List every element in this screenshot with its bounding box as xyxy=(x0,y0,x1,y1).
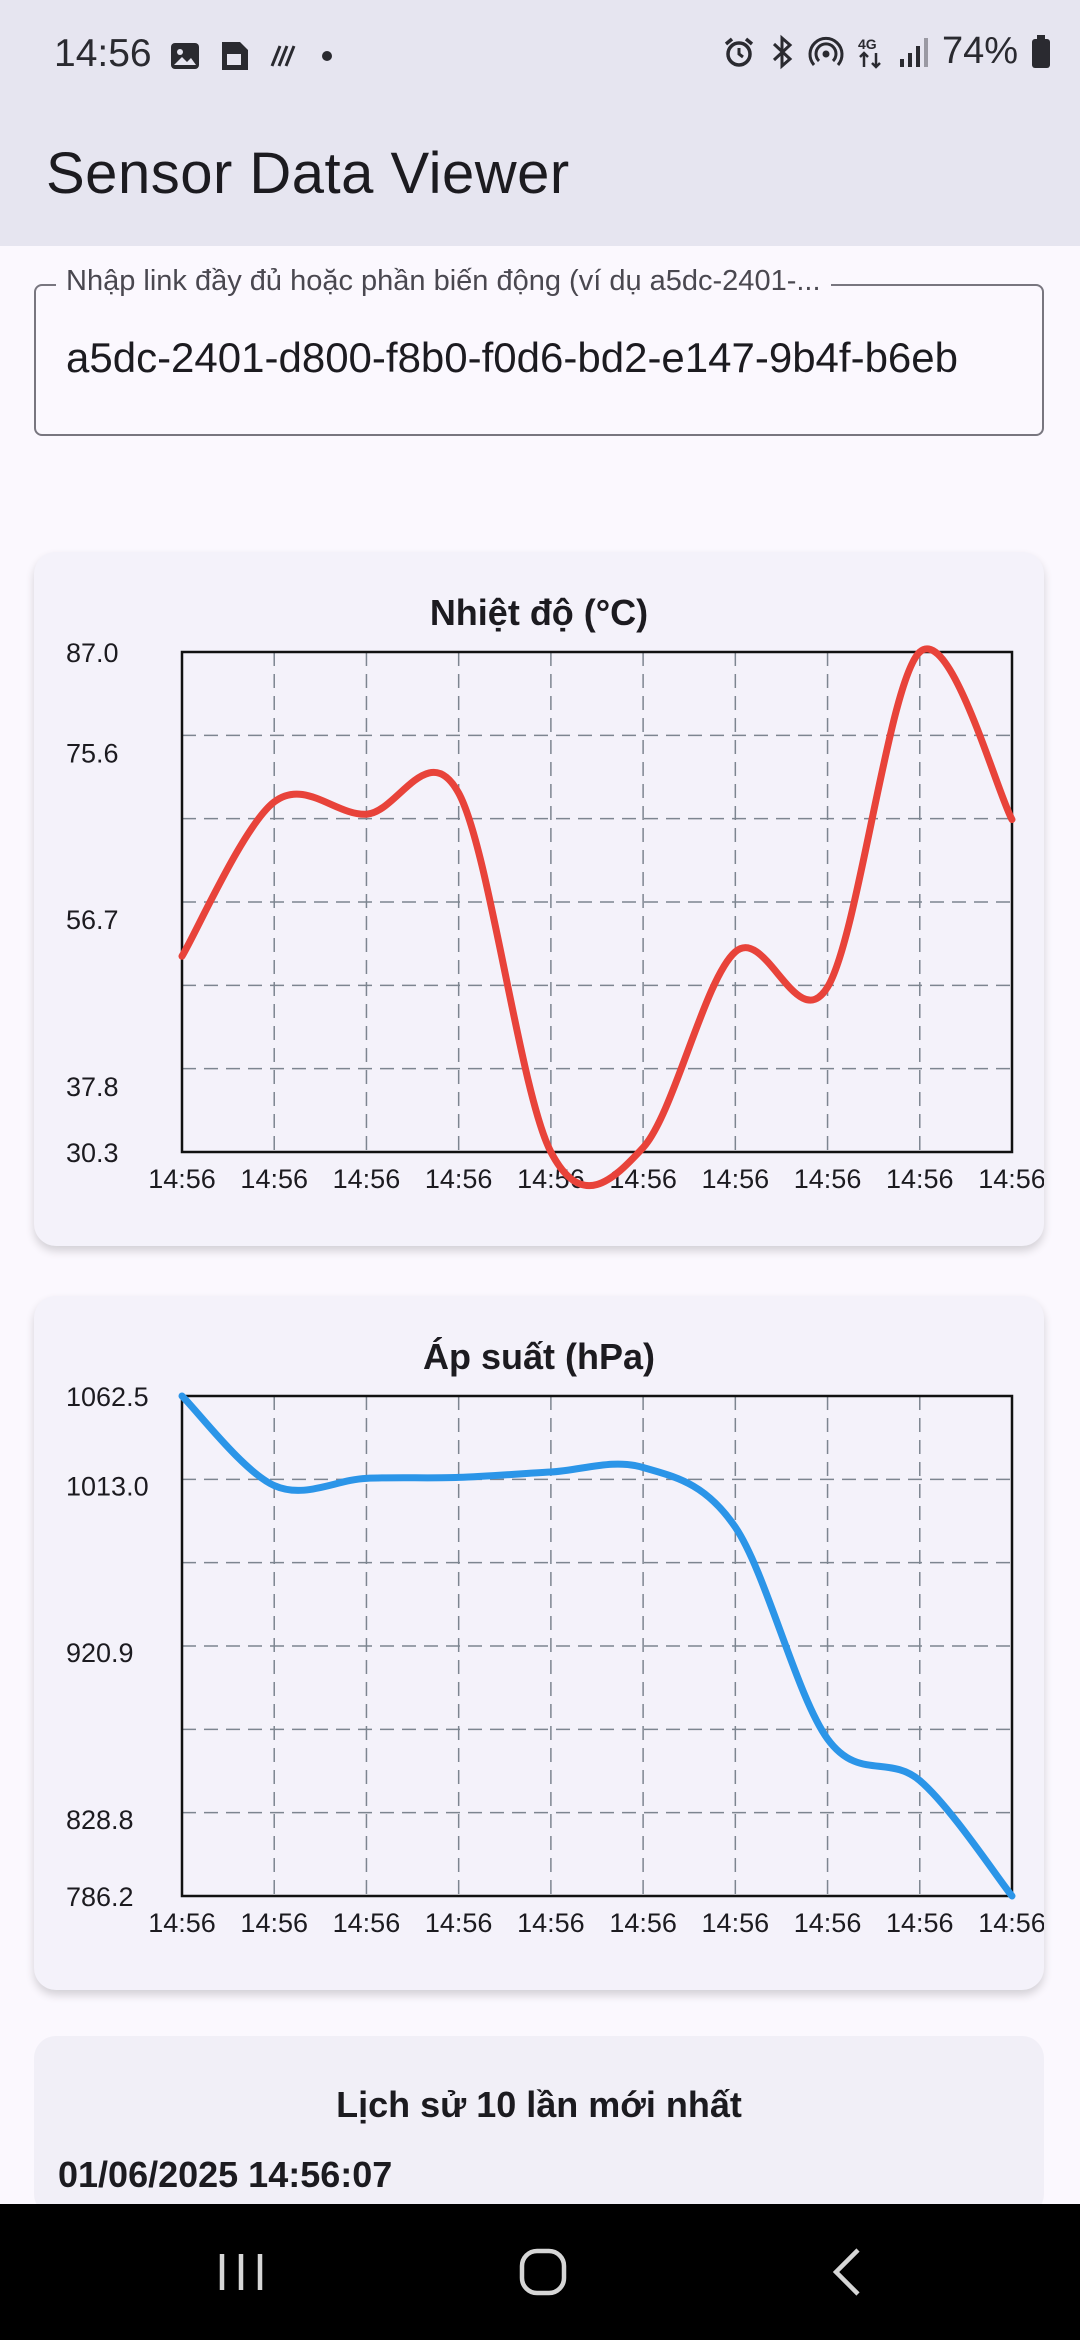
history-entry[interactable]: 01/06/2025 14:56:07 xyxy=(58,2154,393,2195)
chart-title: Áp suất (hPa) xyxy=(422,1336,655,1377)
link-input-field[interactable]: Nhập link đầy đủ hoặc phần biến động (ví… xyxy=(34,265,1044,436)
series-line xyxy=(178,645,1016,1189)
status-bar: 14:56 4G 74% xyxy=(0,0,1080,110)
x-tick-label: 14:56 xyxy=(702,1164,770,1194)
y-tick-label: 828.8 xyxy=(66,1805,134,1835)
y-tick-label: 920.9 xyxy=(66,1638,134,1668)
y-tick-label: 1013.0 xyxy=(66,1472,149,1502)
4g-icon: 4G xyxy=(858,36,881,69)
app-bar: Sensor Data Viewer xyxy=(0,110,1080,246)
link-input-label: Nhập link đầy đủ hoặc phần biến động (ví… xyxy=(56,265,831,298)
y-tick-label: 56.7 xyxy=(66,905,119,935)
nfc-icon xyxy=(270,45,296,67)
back-button[interactable] xyxy=(812,2242,882,2302)
y-tick-label: 37.8 xyxy=(66,1072,119,1102)
image-icon xyxy=(171,43,199,69)
y-tick-label: 786.2 xyxy=(66,1882,134,1912)
x-tick-label: 14:56 xyxy=(148,1908,216,1938)
status-left-icons xyxy=(168,38,338,74)
series-line xyxy=(178,1392,1016,1900)
x-tick-label: 14:56 xyxy=(333,1164,401,1194)
dot-icon xyxy=(322,51,332,61)
recent-apps-button[interactable] xyxy=(206,2242,276,2302)
x-tick-label: 14:56 xyxy=(425,1164,493,1194)
x-tick-label: 14:56 xyxy=(148,1164,216,1194)
plot-border xyxy=(180,1394,1014,1898)
bluetooth-icon xyxy=(772,34,793,69)
y-tick-label: 75.6 xyxy=(66,739,119,769)
temperature-chart: 87.0 75.6 56.7 37.8 30.3 14:56 14:56 14:56 14:56… xyxy=(66,638,1044,1194)
history-card: Lịch sử 10 lần mới nhất 01/06/2025 14:56… xyxy=(34,2036,1044,2216)
y-tick-label: 87.0 xyxy=(66,638,119,668)
status-time: 14:56 xyxy=(54,32,152,75)
x-tick-label: 14:56 xyxy=(517,1908,585,1938)
alarm-icon xyxy=(724,37,754,67)
x-tick-label: 14:56 xyxy=(240,1908,308,1938)
x-tick-label: 14:56 xyxy=(333,1908,401,1938)
temperature-chart-card: Nhiệt độ (°C) 87.0 75.6 56.7 37.8 30.3 14:56 1… xyxy=(34,552,1044,1246)
pressure-chart: 1062.5 1013.0 920.9 828.8 786.2 14:56 14:56 14:… xyxy=(66,1382,1044,1938)
link-input-value[interactable]: a5dc-2401-d800-f8b0-f0d6-bd2-e147-9b4f-b… xyxy=(66,334,959,381)
battery-percent: 74% xyxy=(941,30,1018,72)
x-tick-label: 14:56 xyxy=(886,1164,954,1194)
app-title: Sensor Data Viewer xyxy=(46,141,570,206)
plot-border xyxy=(180,650,1014,1154)
x-tick-label: 14:56 xyxy=(978,1164,1044,1194)
y-tick-label: 30.3 xyxy=(66,1138,119,1168)
history-title: Lịch sử 10 lần mới nhất xyxy=(336,2084,742,2125)
battery-icon xyxy=(1032,34,1050,68)
home-button[interactable] xyxy=(508,2242,578,2302)
chart-title: Nhiệt độ (°C) xyxy=(429,592,649,633)
x-tick-label: 14:56 xyxy=(702,1908,770,1938)
svg-text:4G: 4G xyxy=(858,36,877,52)
pressure-chart-card: Áp suất (hPa) 1062.5 1013.0 920.9 828.8 786.… xyxy=(34,1296,1044,1990)
x-tick-label: 14:56 xyxy=(609,1908,677,1938)
status-right: 4G 74% xyxy=(722,30,1052,73)
x-tick-label: 14:56 xyxy=(794,1164,862,1194)
navigation-bar xyxy=(0,2204,1080,2340)
y-tick-label: 1062.5 xyxy=(66,1382,149,1412)
hotspot-icon xyxy=(808,36,844,66)
signal-icon xyxy=(899,37,928,67)
x-tick-label: 14:56 xyxy=(886,1908,954,1938)
x-tick-label: 14:56 xyxy=(978,1908,1044,1938)
x-tick-label: 14:56 xyxy=(425,1908,493,1938)
x-tick-label: 14:56 xyxy=(794,1908,862,1938)
x-tick-label: 14:56 xyxy=(240,1164,308,1194)
sim-card-icon xyxy=(222,42,248,70)
